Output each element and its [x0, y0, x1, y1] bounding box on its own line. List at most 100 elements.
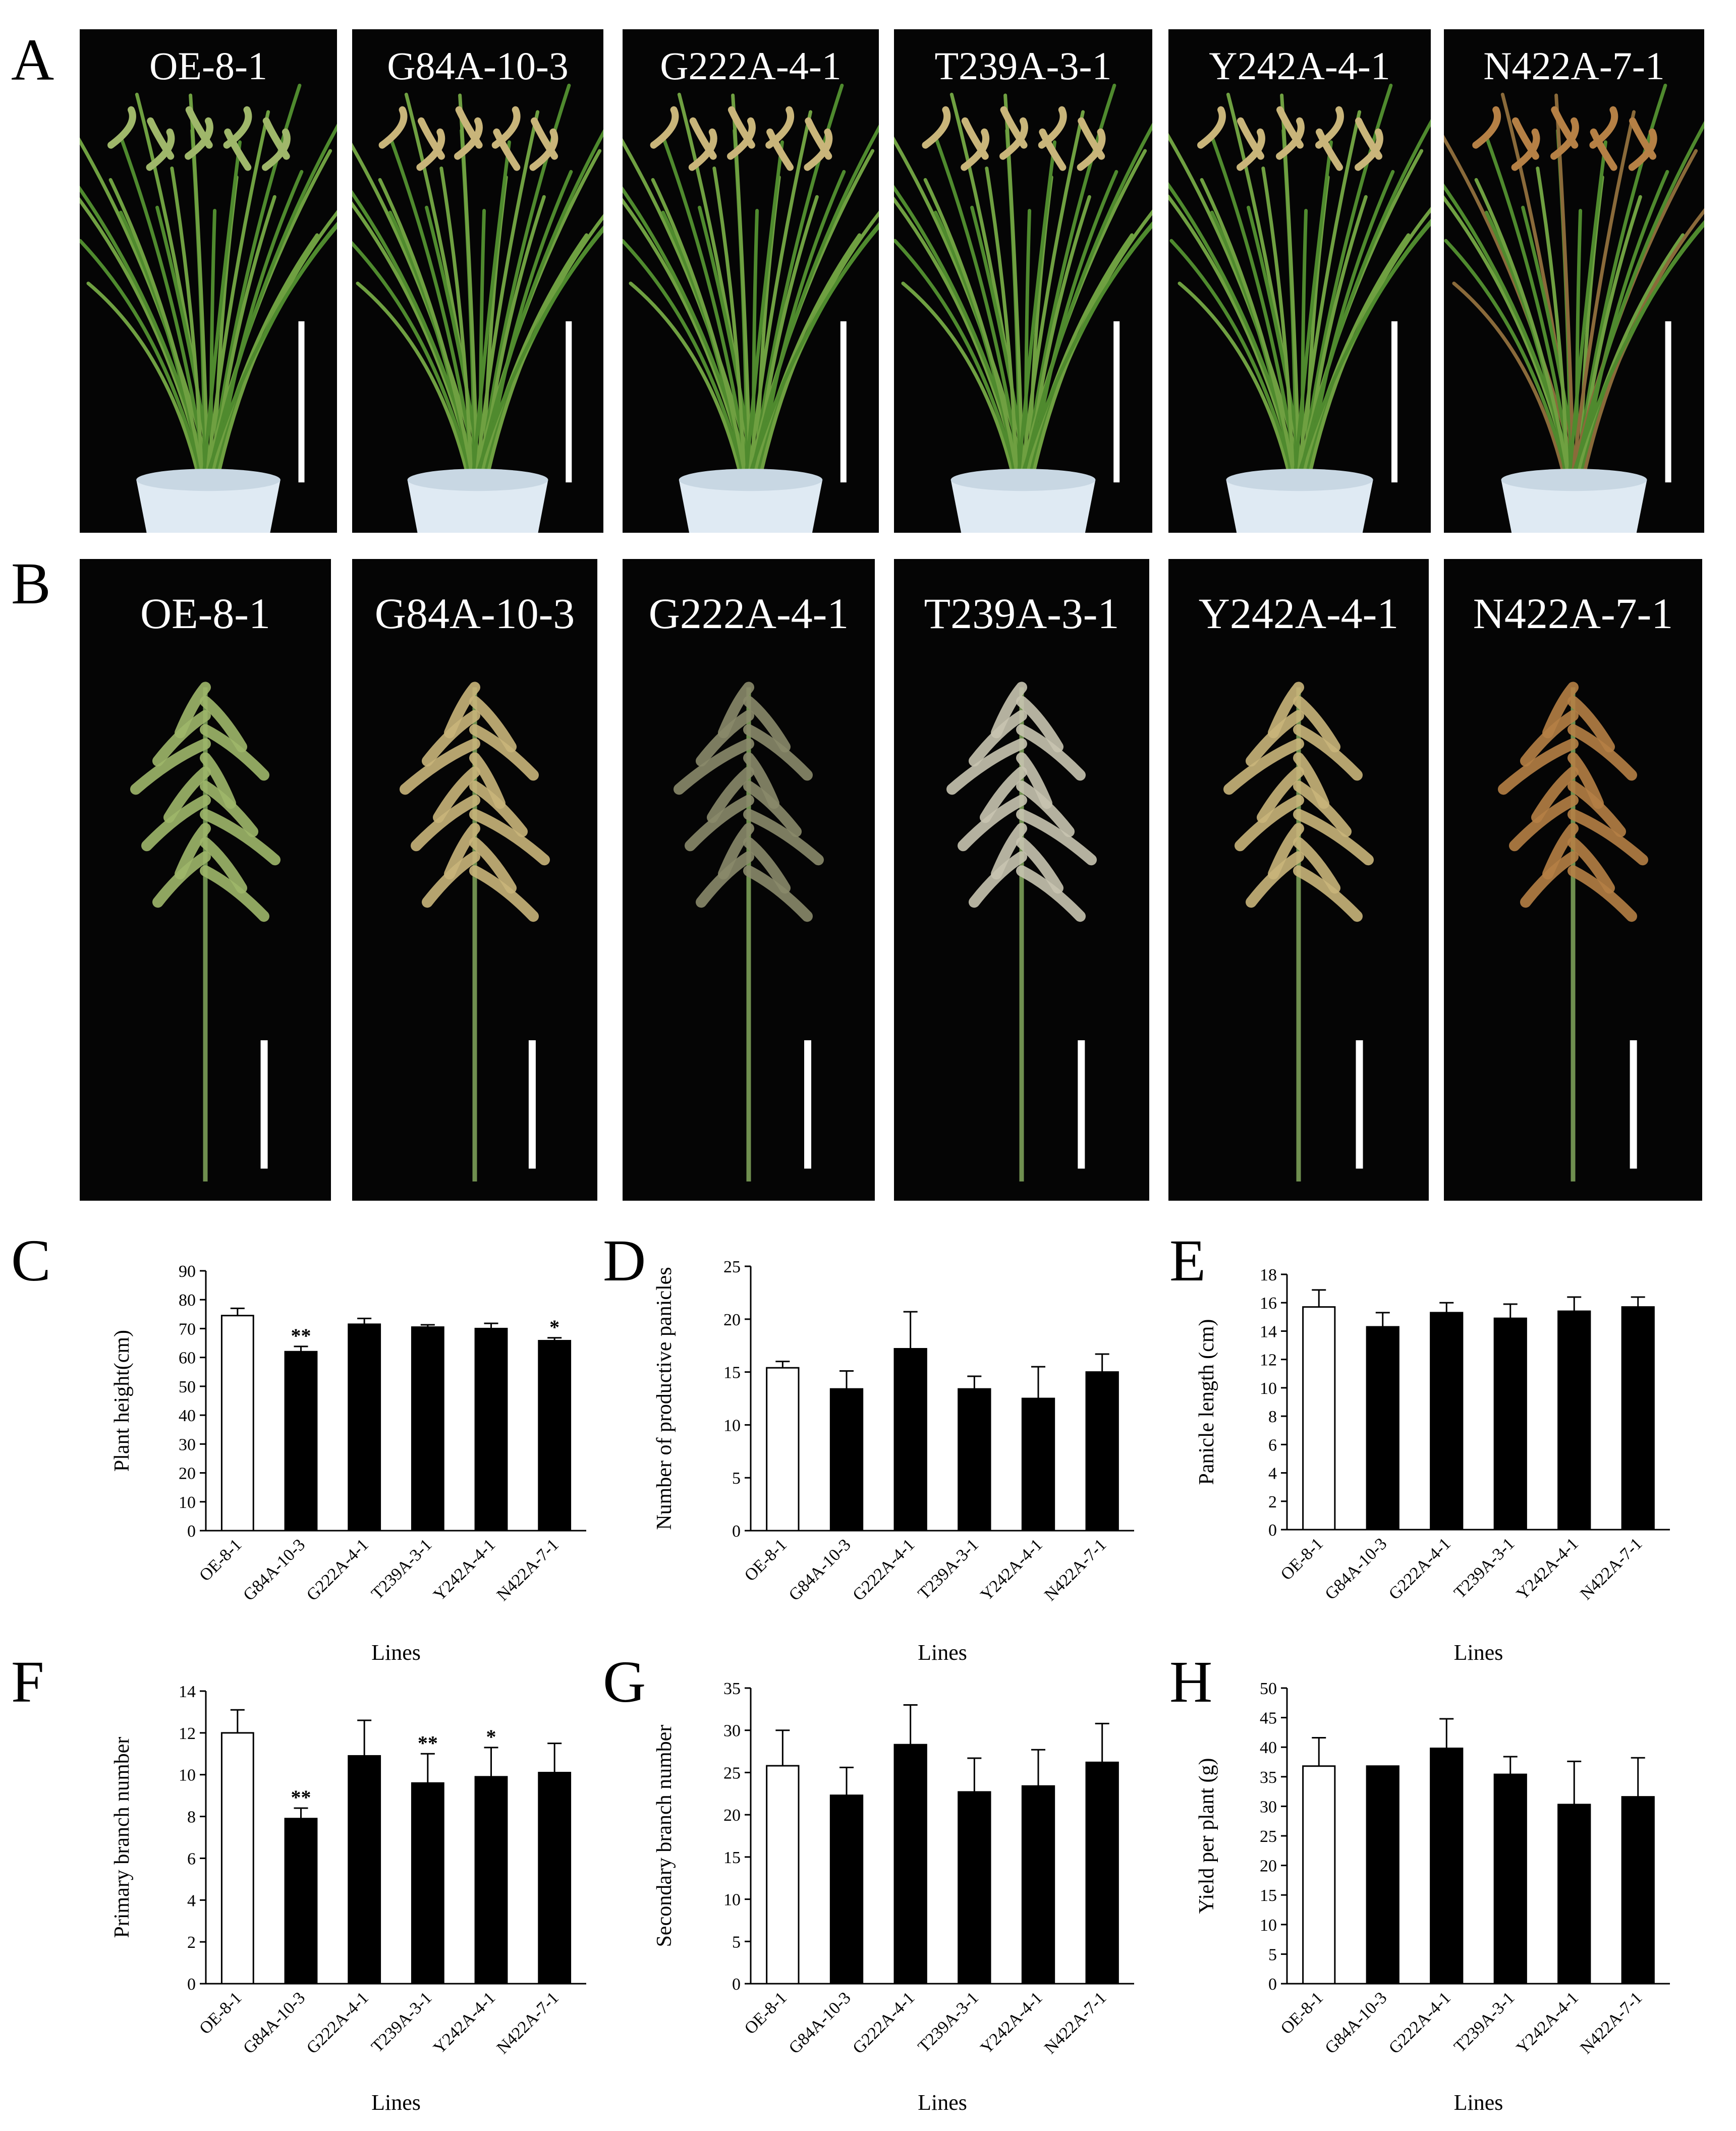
x-tick-label: T239A-3-1	[368, 1988, 435, 2056]
y-tick-label: 10	[1260, 1916, 1277, 1935]
panicle-branch	[200, 865, 269, 922]
panicle-branch	[422, 710, 480, 767]
leaf-blade	[1015, 140, 1056, 494]
panel-letter-b: B	[11, 550, 51, 616]
panicle-cluster	[1038, 106, 1067, 149]
panicle-branch	[674, 738, 754, 795]
scale-bar	[1078, 1040, 1085, 1169]
panicle-cluster	[223, 106, 252, 149]
panicle-branch	[200, 780, 258, 837]
x-tick-label: OE-8-1	[196, 1988, 245, 2038]
y-tick-label: 12	[1260, 1351, 1277, 1370]
leaf-blade	[476, 233, 589, 494]
panicle-branch	[1016, 724, 1086, 781]
panicle-branch	[743, 780, 802, 837]
leaf-blade	[746, 110, 813, 494]
y-tick-label: 8	[187, 1808, 196, 1827]
y-axis-label: Yield per plant (g)	[1195, 1758, 1218, 1914]
leaf-blade	[206, 233, 319, 494]
x-tick-label: N422A-7-1	[493, 1988, 563, 2057]
pot	[1226, 480, 1373, 533]
y-tick-label: 10	[179, 1766, 196, 1785]
panicle-branch	[1498, 738, 1579, 795]
leaf-blade	[200, 140, 242, 494]
panicle-branch	[1223, 738, 1304, 795]
x-tick-label: OE-8-1	[1277, 1988, 1327, 2038]
panicle-branch	[1016, 696, 1063, 753]
panicle-branch	[696, 851, 754, 908]
bar	[893, 1744, 927, 1985]
leaf-blade	[712, 166, 747, 494]
panicle-branch	[469, 780, 528, 837]
y-tick-label: 25	[1260, 1827, 1277, 1846]
panicle-branch	[200, 837, 247, 894]
panicle-cluster	[1355, 128, 1383, 171]
y-tick-label: 0	[1268, 1521, 1277, 1540]
panicle-photo-label: N422A-7-1	[1473, 589, 1673, 638]
significance-marker: **	[291, 1786, 311, 1809]
x-axis-label: Lines	[371, 2090, 421, 2115]
significance-marker: *	[486, 1725, 496, 1748]
panicle-branch	[1520, 710, 1579, 767]
scale-bar	[1630, 1040, 1637, 1169]
bar	[958, 1388, 991, 1532]
leaf-blade	[1566, 140, 1607, 494]
panicle-cluster	[1550, 117, 1579, 160]
x-tick-label: G222A-4-1	[1385, 1988, 1454, 2057]
y-tick-label: 10	[1260, 1379, 1277, 1398]
scale-bar	[1113, 321, 1120, 483]
x-tick-label: G84A-10-3	[786, 1535, 855, 1604]
panicle-cluster	[224, 128, 252, 171]
panicle-branch	[469, 865, 539, 922]
scale-bar	[528, 1040, 536, 1169]
leaf-blade	[1015, 222, 1152, 494]
leaf-blade	[746, 124, 879, 494]
x-axis-label: Lines	[918, 1640, 967, 1665]
y-tick-label: 30	[179, 1435, 196, 1454]
panicle-branch	[1016, 780, 1075, 837]
y-tick-label: 20	[1260, 1857, 1277, 1876]
panicle-photo-g222a-4-1: G222A-4-1	[623, 559, 875, 1201]
x-tick-label: OE-8-1	[1277, 1534, 1327, 1584]
leaf-blade	[901, 282, 1019, 494]
chart-g: 0 5 10 15 20 25 30 35 Secondary branch number OE-…	[653, 1679, 1134, 2115]
panicle-cluster	[1237, 128, 1265, 171]
panicle-branch	[1567, 724, 1637, 781]
bar	[958, 1791, 991, 1985]
chart-h: 0 5 10 15 20 25 30 35 40 45 50 Yield per plant (g) O…	[1195, 1679, 1670, 2115]
y-tick-label: 90	[179, 1262, 196, 1281]
panicle-branch	[469, 809, 550, 866]
panicle-branch	[469, 696, 517, 753]
panicle-photo-label: Y242A-4-1	[1198, 589, 1399, 638]
y-tick-label: 70	[179, 1320, 196, 1338]
pot	[136, 480, 281, 533]
panicle-branch	[743, 865, 813, 922]
y-tick-label: 16	[1260, 1294, 1277, 1313]
plant-photo-g84a-10-3: G84A-10-3	[352, 29, 603, 533]
panicle-branch	[1293, 724, 1363, 781]
panicle-cluster	[688, 128, 717, 171]
panicle-branch	[696, 710, 754, 767]
panicle-branch	[980, 766, 1027, 823]
leaf-blade	[1536, 166, 1570, 494]
bar	[1557, 1804, 1591, 1985]
bar	[1302, 1306, 1336, 1531]
panicle-branch	[152, 710, 211, 767]
panicle-branch	[1293, 780, 1352, 837]
panicle-branch	[1016, 809, 1097, 866]
panicle-photo-label: OE-8-1	[140, 589, 270, 638]
panicle-cluster	[1197, 106, 1226, 149]
plant-illustration	[1444, 83, 1704, 533]
leaf-blade	[1569, 121, 1704, 494]
panel-letter-c: C	[11, 1227, 51, 1294]
y-tick-label: 35	[723, 1679, 741, 1698]
plant-illustration	[80, 83, 337, 533]
pot-rim	[950, 469, 1096, 491]
leaf-blade	[1178, 282, 1296, 494]
panicle-cluster	[727, 117, 756, 160]
panicle-branch	[1567, 809, 1648, 866]
panicle-cluster	[804, 128, 833, 171]
y-tick-label: 10	[723, 1416, 741, 1435]
panicle-illustration	[1223, 682, 1374, 1182]
